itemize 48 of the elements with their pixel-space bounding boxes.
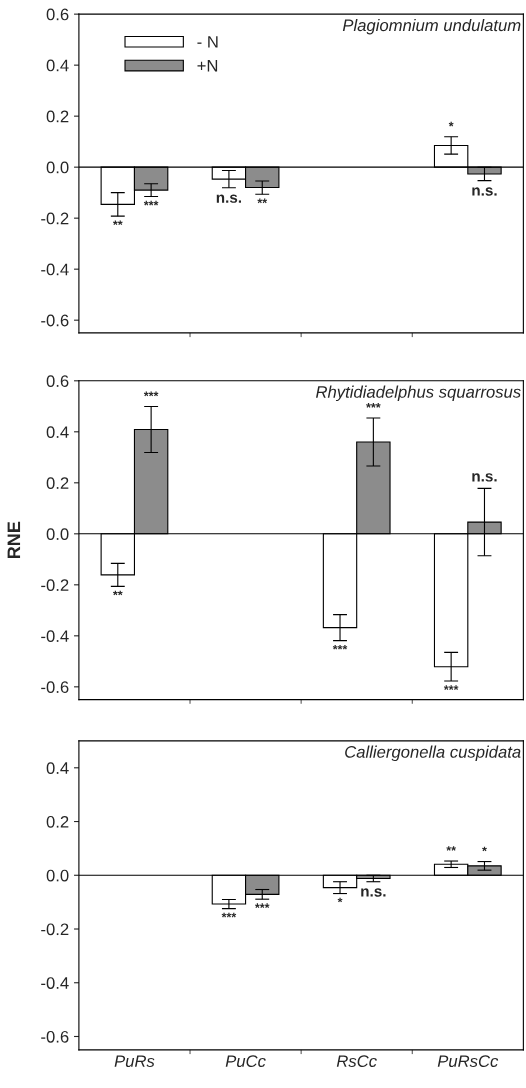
x-tick-label: PuCc — [225, 1055, 266, 1068]
data-label: ** — [446, 846, 456, 851]
data-label: ** — [257, 198, 268, 204]
data-label: *** — [143, 200, 159, 206]
y-tick-label: -0.4 — [41, 263, 69, 276]
y-tick-label: 0.4 — [46, 762, 69, 774]
x-tick-label: PuRsCc — [437, 1055, 499, 1068]
data-label: *** — [254, 903, 270, 908]
y-tick-label: 0.4 — [46, 59, 69, 72]
y-tick-label: -0.2 — [41, 212, 69, 225]
data-label: *** — [221, 912, 237, 918]
y-tick-label: 0.2 — [46, 815, 69, 828]
y-tick-label: -0.6 — [41, 1030, 69, 1043]
y-tick-label: 0.4 — [46, 426, 69, 439]
data-label: * — [482, 846, 487, 852]
y-tick-label: 0.0 — [46, 161, 69, 174]
y-tick-label: 0.0 — [46, 528, 69, 541]
chart-title: Rhytidiadelphus squarrosus — [316, 385, 521, 402]
legend-label: +N — [197, 60, 218, 72]
data-label: ** — [112, 590, 123, 596]
chart-title: Calliergonella cuspidata — [345, 745, 521, 762]
chart-title: Plagiomnium undulatum — [342, 18, 521, 35]
data-label: *** — [143, 391, 159, 397]
data-label: n.s. — [472, 473, 497, 482]
data-label: *** — [443, 685, 459, 690]
data-label: *** — [332, 644, 348, 650]
y-tick-label: -0.4 — [41, 630, 69, 643]
y-axis-title: RNE — [7, 521, 21, 559]
data-label: * — [448, 121, 454, 127]
data-label: n.s. — [216, 194, 242, 203]
data-label: n.s. — [472, 187, 497, 196]
y-tick-label: 0.6 — [46, 8, 69, 21]
y-tick-label: -0.6 — [41, 314, 69, 327]
data-label: * — [337, 897, 343, 903]
y-tick-label: -0.2 — [41, 923, 69, 936]
y-tick-label: 0.2 — [46, 477, 69, 490]
x-tick-label: PuRs — [114, 1055, 155, 1068]
data-label: n.s. — [361, 888, 386, 897]
legend-label: - N — [197, 36, 218, 48]
data-label: *** — [366, 403, 381, 408]
y-tick-label: 0.2 — [46, 110, 69, 123]
data-label: ** — [112, 220, 123, 226]
y-tick-label: 0.0 — [46, 869, 69, 882]
y-tick-label: -0.2 — [41, 579, 69, 592]
x-tick-label: RsCc — [336, 1055, 377, 1068]
y-tick-label: -0.4 — [41, 977, 69, 989]
y-tick-label: -0.6 — [41, 681, 69, 694]
y-tick-label: 0.6 — [46, 375, 69, 387]
